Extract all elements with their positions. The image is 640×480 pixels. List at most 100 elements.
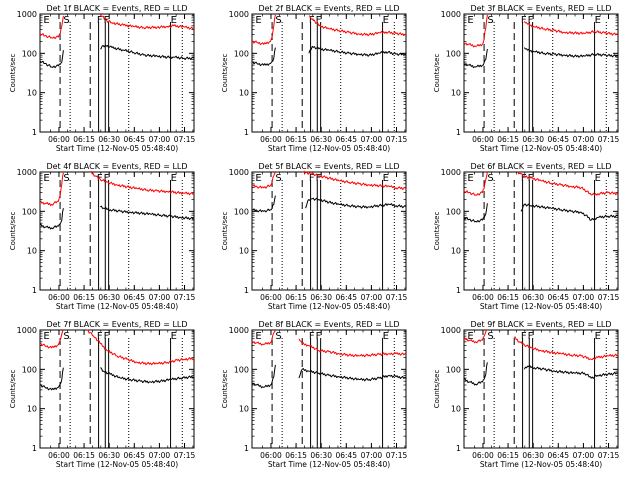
x-tick-label: 06:00 xyxy=(48,135,70,144)
panel-7: Det 7f BLACK = Events, RED = LLD 1 10 100 10… xyxy=(9,320,196,469)
y-tick-label: 100 xyxy=(234,207,249,216)
flag-letter: E xyxy=(171,173,177,184)
plot-frame xyxy=(39,329,195,449)
x-tick-label: 06:15 xyxy=(285,135,307,144)
x-tick-label: 07:15 xyxy=(386,451,408,460)
y-axis-label: Counts/sec xyxy=(221,212,229,251)
flag-letter: S xyxy=(275,173,281,184)
x-tick-label: 06:30 xyxy=(98,293,120,302)
x-tick-label: 06:15 xyxy=(73,451,95,460)
y-tick-label: 1000 xyxy=(17,326,37,335)
x-tick-label: 07:15 xyxy=(598,293,620,302)
y-tick-label: 100 xyxy=(22,207,37,216)
flag-letter: E xyxy=(383,331,389,342)
panel-title: Det 5f BLACK = Events, RED = LLD xyxy=(258,162,399,171)
flag-letter: E xyxy=(383,173,389,184)
lld-series-line xyxy=(86,329,195,366)
plot-frame xyxy=(39,171,195,291)
events-series-line xyxy=(463,362,488,386)
y-tick-label: 1000 xyxy=(229,326,249,335)
events-series-line xyxy=(308,45,406,57)
y-axis-label: Counts/sec xyxy=(9,370,17,409)
flag-letter: E xyxy=(171,331,177,342)
flag-letter: F xyxy=(104,331,110,342)
flag-letter: E xyxy=(43,173,49,184)
y-tick-label: 100 xyxy=(446,365,461,374)
panel-6: Det 6f BLACK = Events, RED = LLD 1 10 100 10… xyxy=(433,162,620,311)
panel-8: Det 8f BLACK = Events, RED = LLD 1 10 100 10… xyxy=(221,320,408,469)
x-tick-label: 07:15 xyxy=(174,135,196,144)
x-tick-label: 06:45 xyxy=(123,293,145,302)
flag-letter: S xyxy=(487,331,493,342)
events-series-line xyxy=(100,367,195,384)
y-tick-label: 1 xyxy=(32,286,37,295)
flag-letter: S xyxy=(487,173,493,184)
events-series-line xyxy=(305,197,407,209)
events-series-line xyxy=(251,364,276,389)
flag-letter: F xyxy=(104,173,110,184)
lld-series-line xyxy=(39,329,64,349)
x-tick-label: 06:45 xyxy=(335,135,357,144)
y-tick-label: 100 xyxy=(446,207,461,216)
y-tick-label: 100 xyxy=(22,365,37,374)
x-tick-label: 06:45 xyxy=(335,293,357,302)
x-tick-label: 06:30 xyxy=(522,135,544,144)
x-tick-label: 06:00 xyxy=(260,293,282,302)
flag-letter: F xyxy=(97,331,103,342)
x-axis-label: Start Time (12-Nov-05 05:48:40) xyxy=(480,302,602,311)
y-tick-label: 10 xyxy=(239,405,249,414)
x-axis-label: Start Time (12-Nov-05 05:48:40) xyxy=(480,460,602,469)
y-tick-label: 1 xyxy=(32,128,37,137)
x-axis-label: Start Time (12-Nov-05 05:48:40) xyxy=(56,144,178,153)
x-tick-label: 06:00 xyxy=(260,135,282,144)
x-tick-label: 07:00 xyxy=(573,293,595,302)
events-series-line xyxy=(523,47,619,58)
plot-frame xyxy=(251,171,407,291)
y-tick-label: 1 xyxy=(244,286,249,295)
x-axis-label: Start Time (12-Nov-05 05:48:40) xyxy=(56,302,178,311)
flag-letter: E xyxy=(383,15,389,26)
y-tick-label: 100 xyxy=(446,49,461,58)
y-tick-label: 100 xyxy=(234,49,249,58)
lld-series-line xyxy=(463,14,488,48)
y-tick-label: 1 xyxy=(456,444,461,453)
x-tick-label: 07:15 xyxy=(386,293,408,302)
y-tick-label: 1 xyxy=(456,128,461,137)
flag-letter: S xyxy=(63,331,69,342)
events-series-line xyxy=(251,195,276,213)
flag-letter: E xyxy=(467,331,473,342)
flag-letter: F xyxy=(528,173,534,184)
y-tick-label: 1000 xyxy=(441,10,461,19)
plot-frame xyxy=(251,13,407,133)
x-tick-label: 06:45 xyxy=(123,135,145,144)
y-tick-label: 1000 xyxy=(229,10,249,19)
lld-series-line xyxy=(251,329,276,346)
events-series-line xyxy=(463,203,488,223)
x-tick-label: 06:30 xyxy=(98,135,120,144)
events-series-line xyxy=(100,205,195,220)
lld-series-line xyxy=(251,14,276,45)
y-tick-label: 10 xyxy=(451,405,461,414)
events-series-line xyxy=(520,203,619,221)
panel-1: Det 1f BLACK = Events, RED = LLD 1 10 100 10… xyxy=(9,4,196,153)
y-tick-label: 1 xyxy=(244,128,249,137)
flag-letter: F xyxy=(528,15,534,26)
x-tick-label: 06:45 xyxy=(547,135,569,144)
flag-letter: E xyxy=(595,331,601,342)
plot-frame xyxy=(39,13,195,133)
flag-letter: E xyxy=(595,173,601,184)
panel-title: Det 1f BLACK = Events, RED = LLD xyxy=(46,4,187,13)
x-tick-label: 06:45 xyxy=(123,451,145,460)
x-tick-label: 06:30 xyxy=(522,293,544,302)
x-tick-label: 06:45 xyxy=(335,451,357,460)
y-tick-label: 10 xyxy=(451,89,461,98)
flag-letter: E xyxy=(255,173,261,184)
y-tick-label: 100 xyxy=(22,49,37,58)
x-tick-label: 07:00 xyxy=(361,451,383,460)
y-tick-label: 1000 xyxy=(441,326,461,335)
panel-3: Det 3f BLACK = Events, RED = LLD 1 10 100 10… xyxy=(433,4,620,153)
x-tick-label: 07:00 xyxy=(573,451,595,460)
flag-letter: F xyxy=(521,15,527,26)
